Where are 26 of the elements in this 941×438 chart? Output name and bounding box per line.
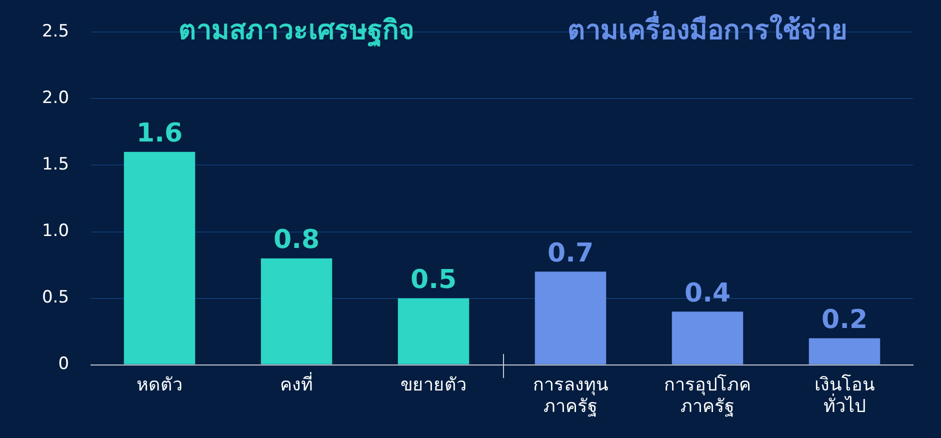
data-label: 0.7 <box>547 238 594 268</box>
x-tick-label: การอุปโภค ภาครัฐ <box>664 373 752 417</box>
x-tick-label: การลงทุน ภาครัฐ <box>533 374 608 417</box>
bar <box>260 258 332 364</box>
data-label: 0.5 <box>410 265 457 296</box>
y-tick-label: 2.5 <box>42 22 70 42</box>
y-tick-label: 1.5 <box>42 154 70 175</box>
bar <box>398 298 470 364</box>
x-tick-label: คงที่ <box>280 371 314 396</box>
annotation: ตามเครื่องมือการใช้จ่าย <box>568 10 848 46</box>
y-tick-label: 0.5 <box>42 288 70 308</box>
x-tick-label: เงินโอน ทั่วไป <box>814 373 875 417</box>
bar <box>672 312 744 364</box>
annotation: ตามสภาวะเศรษฐกิจ <box>178 15 415 48</box>
bar <box>808 338 880 364</box>
y-tick-label: 0 <box>58 354 70 374</box>
data-label: 0.8 <box>273 225 320 256</box>
bar <box>534 272 606 364</box>
bar <box>124 152 196 364</box>
data-label: 0.2 <box>821 304 868 335</box>
x-tick-label: หดตัว <box>136 374 183 396</box>
y-tick-label: 2.0 <box>42 88 70 108</box>
x-tick-label: ขยายตัว <box>400 374 467 396</box>
y-tick-label: 1.0 <box>42 221 70 242</box>
data-label: 1.6 <box>136 118 183 149</box>
data-label: 0.4 <box>684 278 731 308</box>
